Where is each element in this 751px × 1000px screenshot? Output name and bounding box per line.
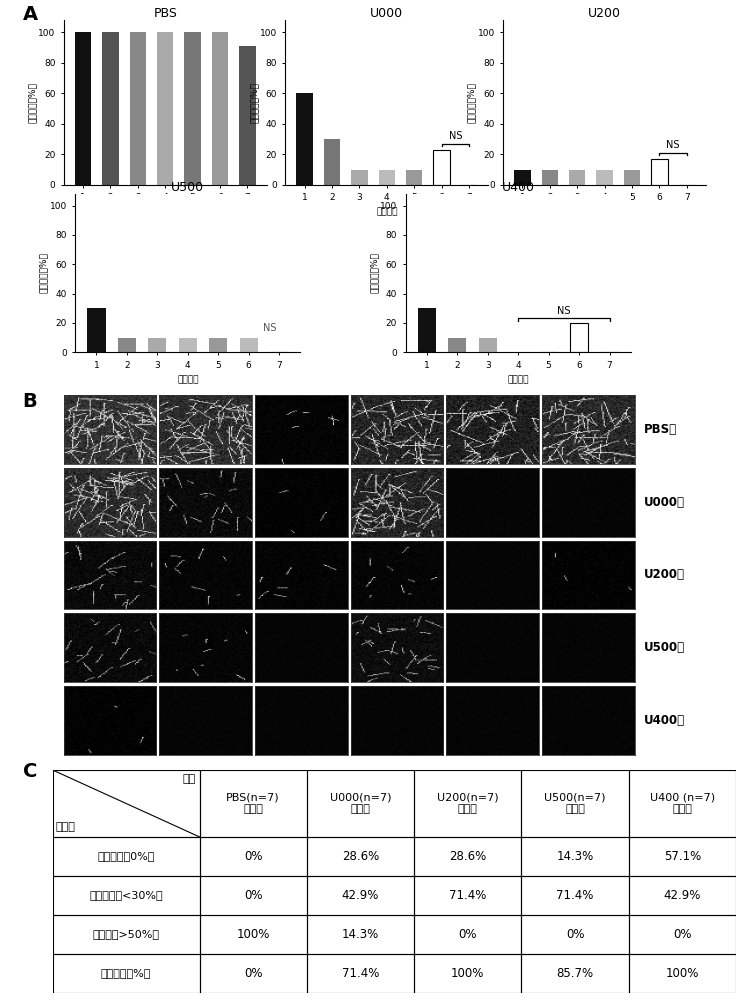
Text: 57.1%: 57.1%: [664, 850, 701, 863]
Y-axis label: 肺转移率（%）: 肺转移率（%）: [28, 82, 37, 123]
Bar: [102, 32, 119, 185]
Bar: [629, 770, 736, 837]
Title: U400: U400: [502, 181, 535, 194]
Bar: [53, 954, 200, 993]
Bar: [324, 139, 340, 185]
Bar: [307, 915, 414, 954]
Bar: [514, 170, 530, 185]
Bar: [307, 837, 414, 876]
Bar: [418, 308, 436, 352]
Y-axis label: 肺转移率（%）: 肺转移率（%）: [39, 253, 48, 293]
Text: U500组: U500组: [644, 641, 685, 654]
Text: NS: NS: [557, 306, 571, 316]
Title: U500: U500: [171, 181, 204, 194]
Bar: [200, 837, 307, 876]
Text: NS: NS: [263, 323, 276, 333]
Text: U000(n=7)
治疗组: U000(n=7) 治疗组: [330, 793, 391, 814]
Bar: [596, 170, 613, 185]
Bar: [629, 876, 736, 915]
Bar: [521, 837, 629, 876]
Bar: [414, 915, 521, 954]
Bar: [406, 170, 422, 185]
Title: U000: U000: [370, 7, 403, 20]
Text: PBS组: PBS组: [644, 423, 677, 436]
Y-axis label: 肺转移率（%）: 肺转移率（%）: [467, 82, 476, 123]
Text: 0%: 0%: [459, 928, 477, 941]
Text: U000组: U000组: [644, 496, 685, 509]
Title: PBS: PBS: [153, 7, 177, 20]
X-axis label: 小鼠编号: 小鼠编号: [177, 375, 198, 384]
Bar: [307, 876, 414, 915]
Text: U200组: U200组: [644, 568, 685, 582]
Bar: [414, 770, 521, 837]
Bar: [629, 837, 736, 876]
Text: 14.3%: 14.3%: [342, 928, 379, 941]
Bar: [351, 170, 367, 185]
Text: 0%: 0%: [244, 850, 262, 863]
Bar: [414, 837, 521, 876]
Text: U400 (n=7)
治疗组: U400 (n=7) 治疗组: [650, 793, 715, 814]
Text: 0%: 0%: [244, 967, 262, 980]
Bar: [87, 308, 106, 352]
Bar: [200, 876, 307, 915]
Bar: [570, 323, 588, 352]
Text: PBS(n=7)
治疗组: PBS(n=7) 治疗组: [226, 793, 280, 814]
Bar: [379, 170, 395, 185]
Bar: [148, 338, 167, 352]
Bar: [414, 876, 521, 915]
Bar: [521, 954, 629, 993]
Text: NS: NS: [666, 140, 680, 150]
Bar: [478, 338, 497, 352]
Text: 28.6%: 28.6%: [342, 850, 379, 863]
Text: 100%: 100%: [451, 967, 484, 980]
Text: A: A: [23, 5, 38, 24]
Bar: [53, 770, 200, 837]
Bar: [541, 170, 558, 185]
Text: 0%: 0%: [566, 928, 584, 941]
Bar: [179, 338, 197, 352]
Bar: [629, 954, 736, 993]
Text: 71.4%: 71.4%: [556, 889, 594, 902]
Bar: [651, 159, 668, 185]
Bar: [75, 32, 91, 185]
Text: 85.7%: 85.7%: [556, 967, 593, 980]
Text: U200(n=7)
治疗组: U200(n=7) 治疗组: [437, 793, 499, 814]
Text: U500(n=7)
治疗组: U500(n=7) 治疗组: [544, 793, 606, 814]
Bar: [521, 876, 629, 915]
Text: 0%: 0%: [244, 889, 262, 902]
Bar: [212, 32, 228, 185]
Text: 42.9%: 42.9%: [342, 889, 379, 902]
Text: 100%: 100%: [665, 967, 699, 980]
Text: 100%: 100%: [237, 928, 270, 941]
Text: 总抑制率（%）: 总抑制率（%）: [101, 968, 151, 978]
Bar: [200, 915, 307, 954]
Text: C: C: [23, 762, 37, 781]
Bar: [53, 876, 200, 915]
Text: 无抑制（>50%）: 无抑制（>50%）: [92, 929, 159, 939]
Text: 转移率: 转移率: [56, 822, 76, 832]
Bar: [433, 150, 450, 185]
Y-axis label: 肺转移率（%）: 肺转移率（%）: [369, 253, 379, 293]
Bar: [53, 915, 200, 954]
Text: NS: NS: [448, 131, 462, 141]
Bar: [307, 770, 414, 837]
Bar: [414, 954, 521, 993]
X-axis label: 小鼠编号: 小鼠编号: [155, 208, 176, 217]
Text: 14.3%: 14.3%: [556, 850, 593, 863]
Y-axis label: 肺转移率（%）: 肺转移率（%）: [249, 82, 258, 123]
Text: 28.6%: 28.6%: [449, 850, 487, 863]
Bar: [157, 32, 173, 185]
Bar: [297, 93, 312, 185]
Title: U200: U200: [588, 7, 621, 20]
Bar: [185, 32, 201, 185]
Bar: [130, 32, 146, 185]
Text: 完全抑制（0%）: 完全抑制（0%）: [98, 851, 155, 861]
Bar: [200, 770, 307, 837]
Bar: [521, 770, 629, 837]
Bar: [200, 954, 307, 993]
Bar: [240, 46, 255, 185]
Text: U400组: U400组: [644, 714, 685, 727]
X-axis label: 小鼠编号: 小鼠编号: [508, 375, 529, 384]
Text: 42.9%: 42.9%: [664, 889, 701, 902]
Text: 71.4%: 71.4%: [449, 889, 487, 902]
